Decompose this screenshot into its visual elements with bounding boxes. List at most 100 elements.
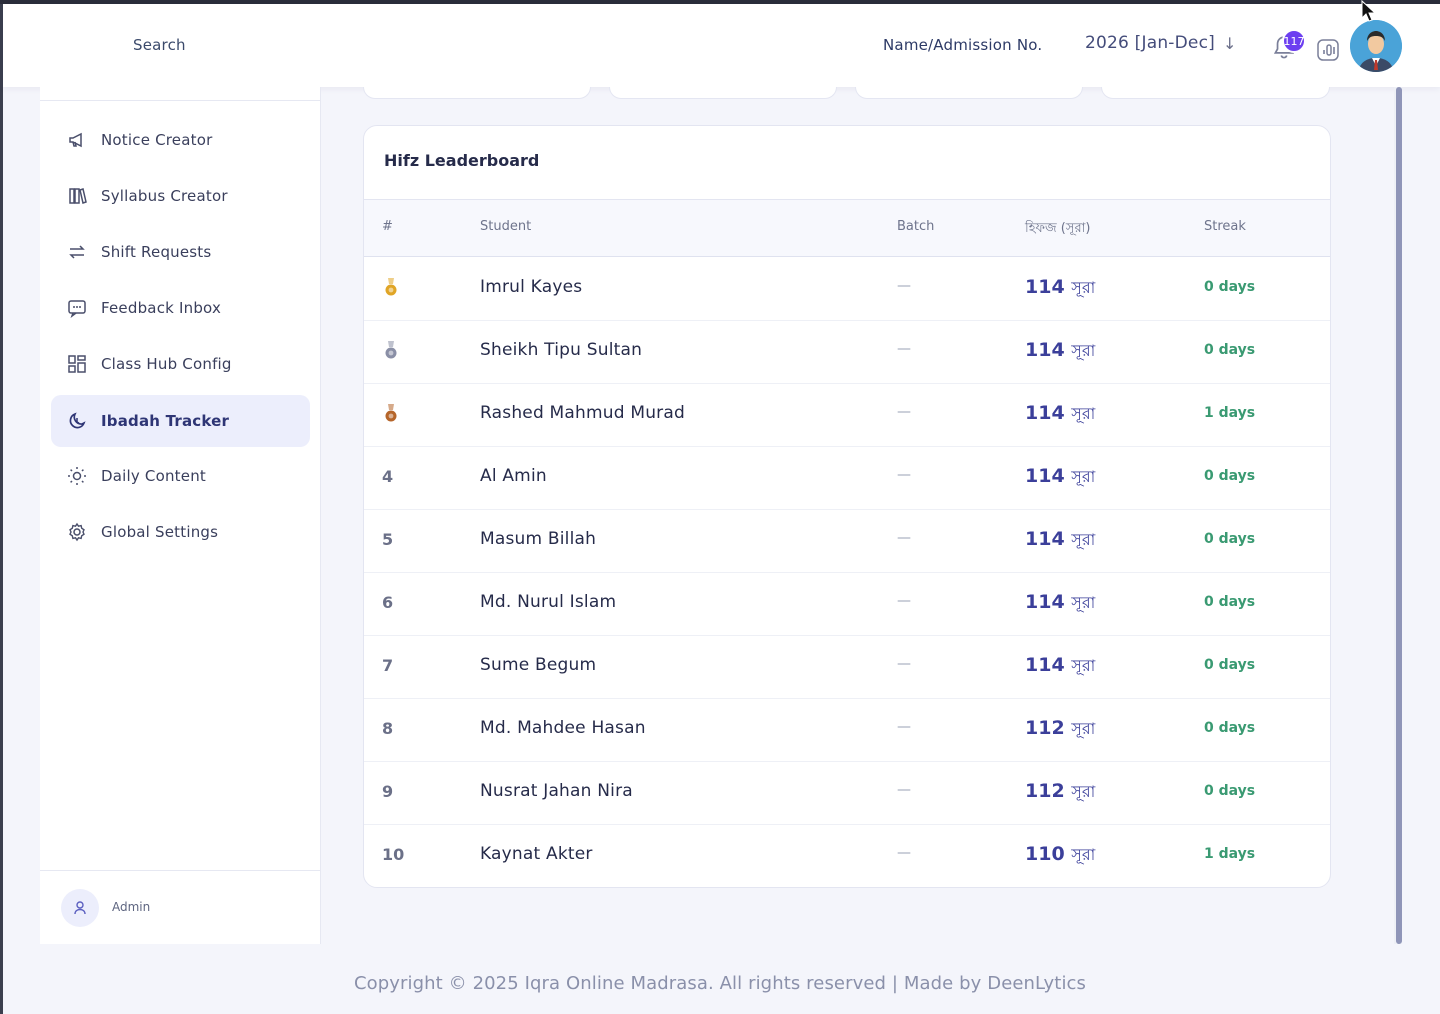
admin-avatar[interactable]: [61, 889, 99, 927]
batch-cell: —: [897, 404, 911, 420]
streak-cell: 0 days: [1204, 468, 1256, 484]
sidebar-divider: [40, 100, 321, 101]
column-header-streak: Streak: [1204, 219, 1246, 234]
bronze-medal-icon: [384, 403, 398, 425]
arrow-down-icon: ↓: [1222, 33, 1237, 53]
books-icon: [67, 186, 87, 206]
sidebar-item-global-settings[interactable]: Global Settings: [51, 506, 310, 558]
sidebar-item-label: Global Settings: [101, 523, 219, 541]
notification-badge: 117: [1282, 29, 1306, 53]
hifz-count-cell: 114 সূরা: [1025, 275, 1095, 302]
search-button[interactable]: Search: [133, 36, 186, 54]
summary-card-1: [363, 87, 591, 99]
hifz-unit-label: সূরা: [1071, 404, 1096, 423]
rank-cell: 8: [382, 719, 394, 738]
window-top-border: [0, 0, 1440, 4]
megaphone-icon: [67, 130, 87, 150]
sidebar-item-daily-content[interactable]: Daily Content: [51, 450, 310, 502]
student-name-cell: Masum Billah: [480, 529, 597, 549]
table-row: 9 Nusrat Jahan Nira — 112 সূরা 0 days: [364, 762, 1330, 825]
footer-copyright: Copyright © 2025 Iqra Online Madrasa. Al…: [353, 973, 1087, 994]
sidebar-item-ibadah-tracker[interactable]: Ibadah Tracker: [51, 395, 310, 447]
sidebar-item-label: Shift Requests: [101, 243, 212, 261]
column-header-hifz: হিফজ (সূরা): [1025, 221, 1091, 236]
student-name-cell: Sume Begum: [480, 655, 597, 675]
hifz-unit-label: সূরা: [1071, 341, 1096, 360]
batch-cell: —: [897, 782, 911, 798]
summary-card-3: [855, 87, 1083, 99]
rank-cell: 5: [382, 530, 394, 549]
hifz-unit-label: সূরা: [1071, 278, 1096, 297]
batch-cell: —: [897, 656, 911, 672]
table-row: 8 Md. Mahdee Hasan — 112 সূরা 0 days: [364, 699, 1330, 762]
hifz-unit-label: সূরা: [1071, 782, 1096, 801]
user-icon: [74, 901, 86, 915]
batch-cell: —: [897, 341, 911, 357]
window-left-border: [0, 4, 3, 1014]
grid-icon: [67, 354, 87, 374]
sidebar-item-label: Syllabus Creator: [101, 187, 228, 205]
sidebar-item-label: Daily Content: [101, 467, 206, 485]
summary-card-4: [1101, 87, 1330, 99]
hifz-count-value: 114: [1025, 339, 1065, 361]
sidebar-item-shift-requests[interactable]: Shift Requests: [51, 226, 310, 278]
hifz-count-cell: 112 সূরা: [1025, 779, 1095, 806]
stats-icon[interactable]: [1316, 38, 1340, 62]
table-header: # Student Batch হিফজ (সূরা) Streak: [364, 199, 1330, 257]
hifz-count-cell: 114 সূরা: [1025, 338, 1095, 365]
hifz-count-cell: 110 সূরা: [1025, 842, 1095, 869]
streak-cell: 0 days: [1204, 594, 1256, 610]
silver-medal-icon: [384, 340, 398, 362]
streak-cell: 0 days: [1204, 783, 1256, 799]
sidebar-item-feedback-inbox[interactable]: Feedback Inbox: [51, 282, 310, 334]
hifz-unit-label: সূরা: [1071, 593, 1096, 612]
column-header-rank: #: [382, 219, 393, 234]
top-header: Search Name/Admission No. 2026 [Jan-Dec]…: [3, 4, 1440, 87]
hifz-count-cell: 114 সূরা: [1025, 464, 1095, 491]
hifz-count-value: 112: [1025, 717, 1065, 739]
batch-cell: —: [897, 467, 911, 483]
session-select[interactable]: 2026 [Jan-Dec] ↓: [1085, 33, 1237, 53]
swap-arrows-icon: [67, 242, 87, 262]
hifz-count-cell: 114 সূরা: [1025, 590, 1095, 617]
rank-cell: 7: [382, 656, 394, 675]
table-row: 7 Sume Begum — 114 সূরা 0 days: [364, 636, 1330, 699]
sidebar-item-class-hub-config[interactable]: Class Hub Config: [51, 338, 310, 390]
gear-icon: [67, 522, 87, 542]
sidebar-item-notice-creator[interactable]: Notice Creator: [51, 114, 310, 166]
batch-cell: —: [897, 530, 911, 546]
user-avatar[interactable]: [1350, 20, 1402, 72]
streak-cell: 0 days: [1204, 720, 1256, 736]
hifz-count-value: 114: [1025, 402, 1065, 424]
table-row: Imrul Kayes — 114 সূরা 0 days: [364, 258, 1330, 321]
hifz-count-value: 114: [1025, 276, 1065, 298]
sidebar-item-label: Notice Creator: [101, 131, 213, 149]
hifz-count-value: 114: [1025, 591, 1065, 613]
table-row: 6 Md. Nurul Islam — 114 সূরা 0 days: [364, 573, 1330, 636]
moon-icon: [67, 411, 87, 431]
sidebar-item-syllabus-creator[interactable]: Syllabus Creator: [51, 170, 310, 222]
hifz-unit-label: সূরা: [1071, 719, 1096, 738]
sidebar: Notice Creator Syllabus Creator Shift Re…: [40, 87, 321, 944]
name-admission-search-input[interactable]: Name/Admission No.: [883, 36, 1043, 54]
table-row: 5 Masum Billah — 114 সূরা 0 days: [364, 510, 1330, 573]
gold-medal-icon: [384, 277, 398, 299]
card-title: Hifz Leaderboard: [384, 151, 540, 170]
batch-cell: —: [897, 719, 911, 735]
student-name-cell: Sheikh Tipu Sultan: [480, 340, 643, 360]
scrollbar-thumb[interactable]: [1396, 87, 1402, 944]
streak-cell: 0 days: [1204, 279, 1256, 295]
hifz-count-cell: 114 সূরা: [1025, 527, 1095, 554]
hifz-count-cell: 114 সূরা: [1025, 653, 1095, 680]
rank-cell: 6: [382, 593, 394, 612]
streak-cell: 0 days: [1204, 657, 1256, 673]
hifz-count-value: 114: [1025, 528, 1065, 550]
streak-cell: 1 days: [1204, 405, 1256, 421]
hifz-unit-label: সূরা: [1071, 530, 1096, 549]
sidebar-item-label: Ibadah Tracker: [101, 412, 230, 430]
table-row: 4 Al Amin — 114 সূরা 0 days: [364, 447, 1330, 510]
streak-cell: 0 days: [1204, 531, 1256, 547]
session-select-value: 2026 [Jan-Dec]: [1085, 33, 1215, 53]
student-name-cell: Rashed Mahmud Murad: [480, 403, 685, 423]
hifz-count-value: 112: [1025, 780, 1065, 802]
